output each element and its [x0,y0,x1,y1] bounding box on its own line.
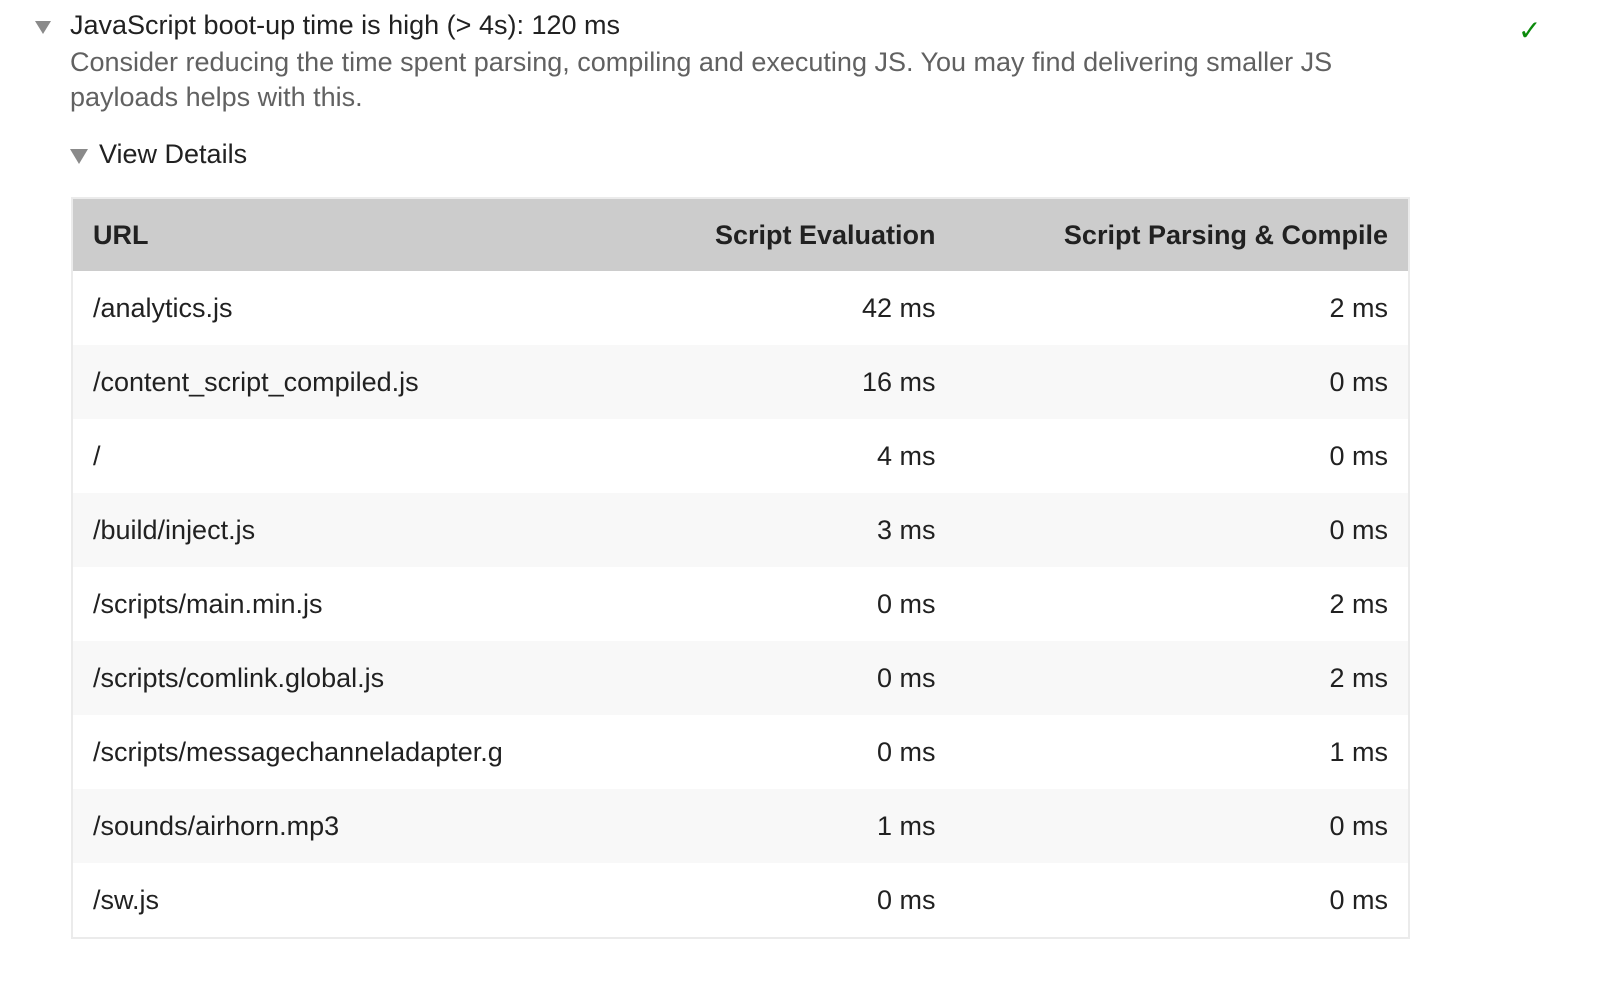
cell-script-parsing: 0 ms [1329,884,1388,915]
cell-script-parsing: 0 ms [1329,440,1388,471]
table-row: /scripts/messagechanneladapter.g 0 ms 1 ms [72,715,1409,789]
audit-title[interactable]: JavaScript boot-up time is high (> 4s): … [70,10,620,40]
audit-description: Consider reducing the time spent parsing… [70,47,1333,112]
cell-script-evaluation: 0 ms [877,588,936,619]
cell-script-parsing: 2 ms [955,641,1409,715]
check-icon: ✓ [1518,15,1542,46]
table-row: /scripts/comlink.global.js 0 ms 2 ms [72,641,1409,715]
header-script-evaluation: Script Evaluation [631,198,956,271]
table-row: /scripts/main.min.js 0 ms 2 ms [72,567,1409,641]
table-header-row: URL Script Evaluation Script Parsing & C… [72,198,1409,271]
cell-script-parsing: 0 ms [955,789,1409,863]
details-caret-icon[interactable] [70,149,88,164]
cell-url: /scripts/main.min.js [93,588,323,619]
cell-script-evaluation: 16 ms [631,345,956,419]
cell-script-evaluation: 4 ms [877,440,936,471]
cell-script-evaluation: 1 ms [631,789,956,863]
cell-url: /build/inject.js [72,493,632,567]
cell-url: /content_script_compiled.js [72,345,632,419]
details-table: URL Script Evaluation Script Parsing & C… [71,197,1410,939]
cell-url: / [93,440,101,471]
header-url: URL [72,198,632,271]
cell-script-parsing: 2 ms [1329,588,1388,619]
cell-url: /sw.js [93,884,160,915]
cell-script-evaluation: 0 ms [877,884,936,915]
table-row: / 4 ms 0 ms [72,419,1409,493]
cell-script-evaluation: 3 ms [631,493,956,567]
cell-script-evaluation: 0 ms [877,736,936,767]
cell-url: /scripts/comlink.global.js [72,641,632,715]
cell-script-parsing: 1 ms [1329,736,1388,767]
cell-url: /sounds/airhorn.mp3 [72,789,632,863]
table-row: /build/inject.js 3 ms 0 ms [72,493,1409,567]
cell-url: /scripts/messagechanneladapter.g [93,736,503,767]
view-details-toggle[interactable]: View Details [99,139,248,169]
table-row: /content_script_compiled.js 16 ms 0 ms [72,345,1409,419]
cell-script-parsing: 2 ms [1329,292,1388,323]
table-row: /analytics.js 42 ms 2 ms [72,271,1409,345]
cell-url: /analytics.js [93,292,233,323]
collapse-caret-icon[interactable] [35,21,51,34]
table-row: /sounds/airhorn.mp3 1 ms 0 ms [72,789,1409,863]
table-row: /sw.js 0 ms 0 ms [72,863,1409,938]
header-script-parsing: Script Parsing & Compile [955,198,1409,271]
cell-script-parsing: 0 ms [955,493,1409,567]
cell-script-evaluation: 0 ms [631,641,956,715]
cell-script-parsing: 0 ms [955,345,1409,419]
cell-script-evaluation: 42 ms [861,292,936,323]
